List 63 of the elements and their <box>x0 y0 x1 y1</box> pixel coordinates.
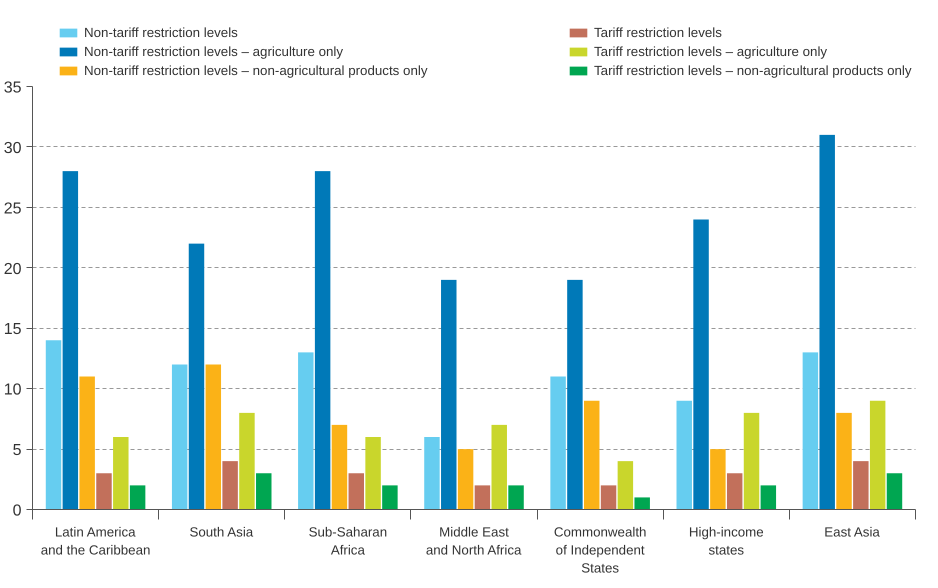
x-tick-label: East Asia <box>824 524 880 540</box>
bar <box>365 436 381 510</box>
legend-label: Non-tariff restriction levels – non-agricultural products only <box>84 63 428 78</box>
bar <box>256 473 272 510</box>
bar <box>62 171 78 510</box>
bar <box>693 219 709 510</box>
bar <box>314 171 330 510</box>
x-tick-label: Sub-Saharan Africa <box>308 524 388 558</box>
x-tick-label: South Asia <box>189 524 254 540</box>
bar <box>802 352 818 510</box>
legend-label: Non-tariff restriction levels <box>84 25 238 40</box>
bar <box>79 376 95 510</box>
bar <box>96 473 112 510</box>
x-tick-label: Commonwealth of Independent States <box>554 524 646 576</box>
bar <box>584 400 600 510</box>
legend-label: Tariff restriction levels – agriculture only <box>594 44 828 59</box>
bar <box>206 364 222 510</box>
x-tick-label: High-income states <box>688 524 764 558</box>
bar <box>188 244 204 510</box>
y-tick-label: 0 <box>12 502 22 520</box>
y-tick-label: 5 <box>12 442 22 460</box>
bar <box>239 412 255 510</box>
legend-label: Tariff restriction levels <box>594 25 722 40</box>
bar <box>441 280 457 510</box>
bar <box>382 485 398 510</box>
bar <box>550 376 566 510</box>
x-tick-label: Latin America and the Caribbean <box>40 524 150 558</box>
bar <box>760 485 776 510</box>
bar <box>46 340 62 510</box>
bar <box>710 449 726 510</box>
legend-label: Tariff restriction levels – non-agricultural products only <box>594 63 912 78</box>
bar <box>332 424 348 510</box>
bar <box>886 473 902 510</box>
y-tick-label: 35 <box>4 80 22 96</box>
legend-label: Non-tariff restriction levels – agriculture only <box>84 44 344 59</box>
bar <box>819 134 835 510</box>
bar <box>222 461 238 510</box>
bar <box>600 485 616 510</box>
y-tick-label: 15 <box>4 321 22 338</box>
bar <box>853 461 869 510</box>
bar <box>744 412 760 510</box>
bar <box>634 497 650 510</box>
bar <box>618 461 634 510</box>
y-tick-label: 25 <box>4 200 22 218</box>
bar <box>567 280 583 510</box>
bar <box>172 364 188 510</box>
bar <box>474 485 490 510</box>
bar <box>491 424 507 510</box>
bar <box>676 400 692 510</box>
bar <box>870 400 886 510</box>
bar <box>424 436 440 510</box>
y-tick-label: 10 <box>4 382 22 399</box>
bar <box>836 412 852 510</box>
bar <box>726 473 742 510</box>
bar <box>130 485 146 510</box>
bar <box>508 485 524 510</box>
bar <box>348 473 364 510</box>
bar <box>113 436 129 510</box>
y-tick-label: 30 <box>4 140 22 157</box>
y-tick-label: 20 <box>4 260 22 278</box>
bar <box>298 352 314 510</box>
bar <box>458 449 474 510</box>
x-tick-label: Middle East and North Africa <box>426 524 522 558</box>
